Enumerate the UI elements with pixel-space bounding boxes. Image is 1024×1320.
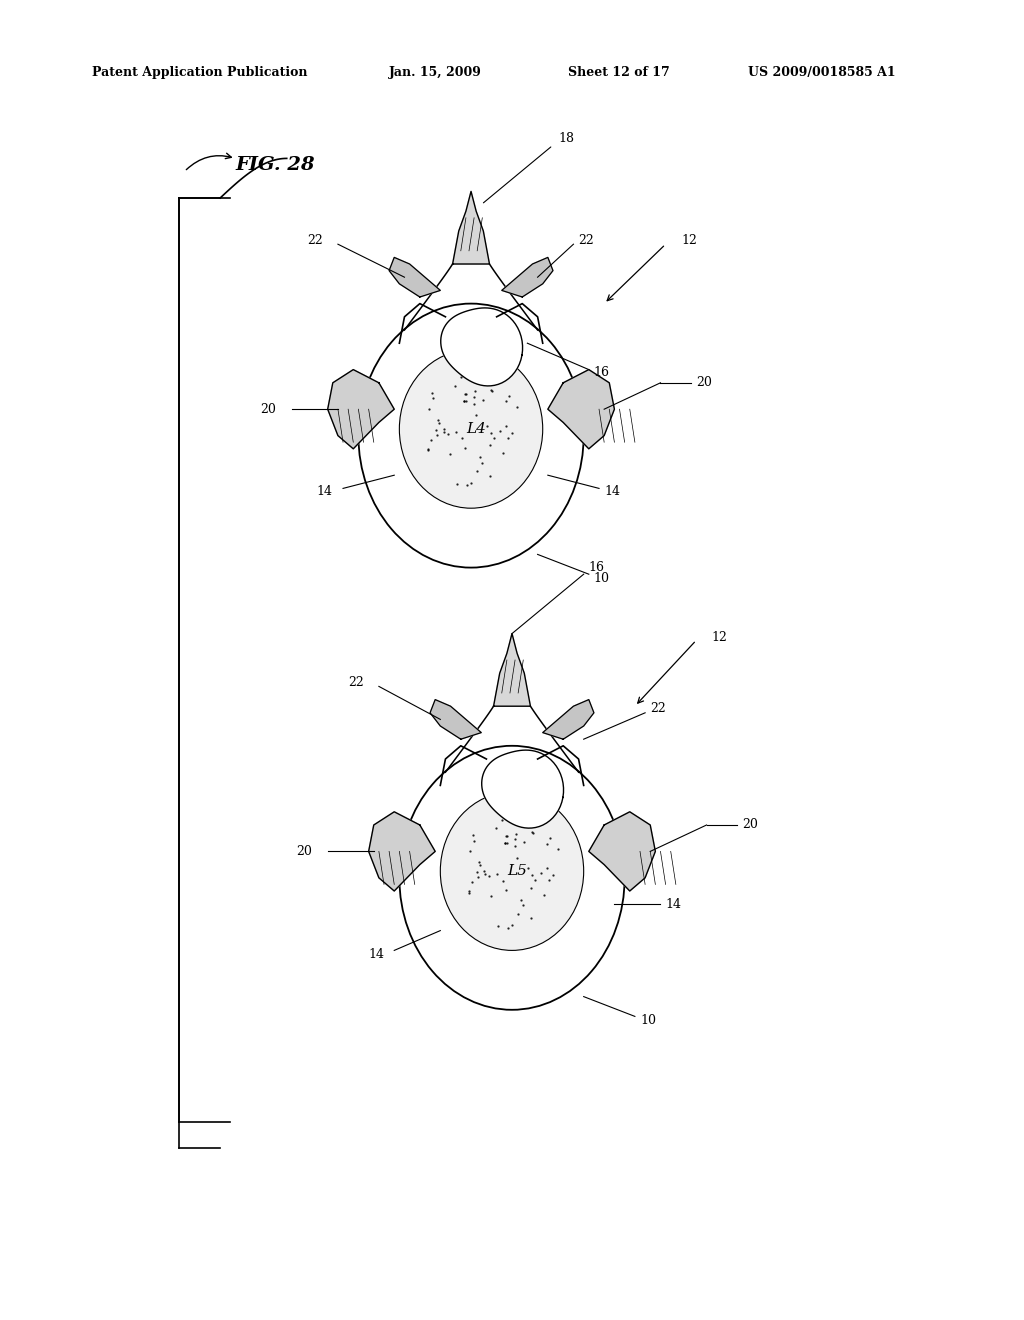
Text: 12: 12	[712, 631, 728, 644]
Text: 20: 20	[296, 845, 312, 858]
Polygon shape	[389, 257, 440, 297]
Polygon shape	[548, 370, 614, 449]
Text: 14: 14	[666, 898, 682, 911]
Text: 20: 20	[742, 818, 759, 832]
Text: 22: 22	[307, 234, 323, 247]
Polygon shape	[430, 700, 481, 739]
Polygon shape	[494, 634, 530, 706]
Text: 12: 12	[681, 234, 697, 247]
Text: 22: 22	[348, 676, 364, 689]
Text: 16: 16	[594, 366, 610, 379]
Text: FIG. 28: FIG. 28	[236, 156, 315, 174]
Text: 14: 14	[316, 484, 333, 498]
Ellipse shape	[399, 350, 543, 508]
Polygon shape	[328, 370, 394, 449]
Text: 22: 22	[650, 702, 666, 715]
Text: 20: 20	[696, 376, 713, 389]
Text: 22: 22	[579, 234, 594, 247]
Ellipse shape	[440, 792, 584, 950]
Text: 18: 18	[558, 132, 574, 145]
Polygon shape	[481, 750, 563, 828]
Ellipse shape	[358, 304, 584, 568]
Text: 20: 20	[260, 403, 276, 416]
Text: Sheet 12 of 17: Sheet 12 of 17	[568, 66, 670, 79]
Text: 10: 10	[640, 1014, 656, 1027]
Polygon shape	[440, 308, 522, 385]
Ellipse shape	[399, 746, 625, 1010]
Polygon shape	[543, 700, 594, 739]
Text: Patent Application Publication: Patent Application Publication	[92, 66, 307, 79]
Text: US 2009/0018585 A1: US 2009/0018585 A1	[748, 66, 895, 79]
Text: 14: 14	[368, 948, 384, 961]
Text: 10: 10	[594, 572, 610, 585]
Text: L4: L4	[466, 422, 486, 436]
Text: 14: 14	[604, 484, 621, 498]
Text: L5: L5	[507, 865, 527, 878]
Polygon shape	[453, 191, 489, 264]
Polygon shape	[502, 257, 553, 297]
Text: 16: 16	[589, 561, 605, 574]
Polygon shape	[589, 812, 655, 891]
Polygon shape	[369, 812, 435, 891]
Text: Jan. 15, 2009: Jan. 15, 2009	[389, 66, 482, 79]
